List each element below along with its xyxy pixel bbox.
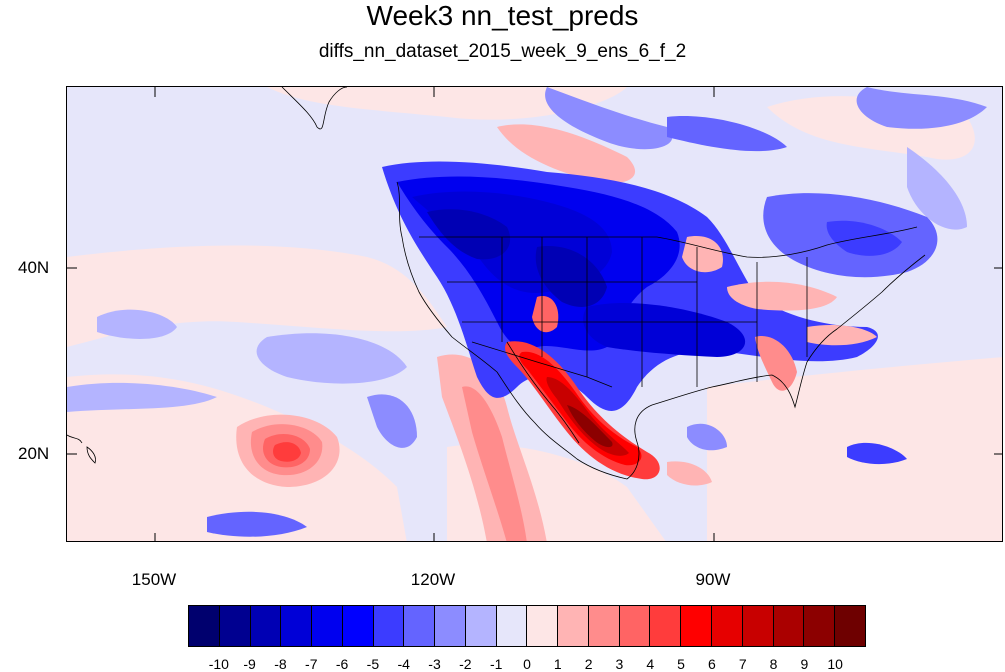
colorbar-swatch: [773, 606, 805, 646]
colorbar-label: 8: [769, 656, 778, 672]
colorbar-label: -9: [243, 656, 256, 672]
colorbar-swatch: [404, 606, 436, 646]
coastline-alaska: [281, 87, 348, 130]
colorbar-label: -8: [274, 656, 287, 672]
colorbar-swatch: [681, 606, 713, 646]
lon-label-120w: 120W: [410, 570, 456, 589]
colorbar-label: 9: [800, 656, 809, 672]
colorbar-label: 3: [615, 656, 624, 672]
field-region: [67, 374, 407, 541]
colorbar-swatch: [558, 606, 589, 646]
map-ticks: [67, 87, 1002, 541]
colorbar-label: -2: [459, 656, 472, 672]
field-region: [267, 87, 627, 120]
field-region: [532, 296, 559, 333]
colorbar-label: 0: [523, 656, 531, 672]
field-region: [826, 220, 902, 256]
colorbar-swatch: [619, 606, 651, 646]
colorbar-label: 10: [827, 656, 843, 672]
lon-label-150w: 150W: [131, 570, 177, 589]
colorbar-label: 5: [677, 656, 685, 672]
coastlines: [281, 87, 926, 480]
field-region: [207, 511, 307, 537]
colorbar-swatch: [804, 606, 836, 646]
field-region: [667, 116, 787, 152]
colorbar-swatch: [342, 606, 374, 646]
field-region: [546, 377, 629, 456]
colorbar-label: 6: [708, 656, 716, 672]
colorbar-swatch: [650, 606, 682, 646]
field-region: [567, 405, 613, 448]
plot-subtitle: diffs_nn_dataset_2015_week_9_ens_6_f_2: [318, 41, 687, 62]
colorbar-swatch: [312, 606, 343, 646]
colorbar-label: -1: [489, 656, 503, 672]
field-region: [67, 382, 217, 412]
border-great-lakes: [656, 226, 918, 258]
colorbar-swatch: [281, 606, 313, 646]
colorbar-label: 2: [584, 656, 593, 672]
colorbar-swatch: [588, 606, 620, 646]
field-region: [545, 87, 673, 150]
hawaii-islands: [67, 434, 96, 464]
border-us-mexico: [471, 341, 613, 388]
field-region: [97, 309, 177, 339]
map-panel: [66, 86, 1003, 542]
colorbar-label: -10: [208, 656, 229, 672]
lat-label-40n: 40N: [18, 258, 50, 277]
field-region: [535, 246, 607, 307]
colorbar-label: -3: [428, 656, 441, 672]
colorbar-label: 4: [646, 656, 655, 672]
colorbar-swatch: [189, 606, 220, 646]
lat-label-20n: 20N: [18, 444, 50, 463]
field-region: [856, 87, 987, 129]
colorbar-swatch: [250, 606, 282, 646]
colorbar-label: -7: [305, 656, 318, 672]
field-region: [687, 423, 727, 451]
colorbar-swatch: [435, 606, 466, 646]
field-region: [273, 442, 301, 462]
field-region: [682, 236, 723, 273]
colorbar-swatch: [373, 606, 405, 646]
field-region: [667, 461, 712, 486]
field-region: [462, 386, 527, 541]
field-region: [256, 333, 407, 384]
field-region: [907, 147, 967, 230]
coastline-gulf-east: [626, 254, 926, 480]
colorbar-swatch: [835, 606, 865, 646]
colorbar-swatch: [219, 606, 251, 646]
colorbar-label: 7: [738, 656, 747, 672]
field-region: [427, 209, 511, 260]
field-region: [807, 325, 877, 346]
field-region: [755, 336, 797, 391]
colorbar-label: -6: [335, 656, 349, 672]
field-region: [583, 302, 746, 357]
colorbar-swatch: [527, 606, 559, 646]
field-region: [727, 281, 837, 311]
lon-label-90w: 90W: [695, 570, 731, 589]
colorbar-swatch: [742, 606, 774, 646]
colorbar-swatch: [712, 606, 743, 646]
field-region: [67, 87, 427, 208]
coastline-baja: [506, 341, 580, 444]
coastline-west: [396, 181, 628, 480]
colorbar-swatch: [465, 606, 497, 646]
field-region: [367, 394, 417, 448]
colorbar-label: -4: [397, 656, 410, 672]
colorbar: [188, 605, 866, 647]
field-region: [847, 442, 907, 465]
colorbar-label: 1: [553, 656, 562, 672]
colorbar-label: -5: [366, 656, 380, 672]
contour-map: [67, 87, 1002, 541]
plot-title: Week3 nn_test_preds: [366, 0, 639, 31]
field-region: [497, 124, 636, 184]
colorbar-swatch: [496, 606, 528, 646]
